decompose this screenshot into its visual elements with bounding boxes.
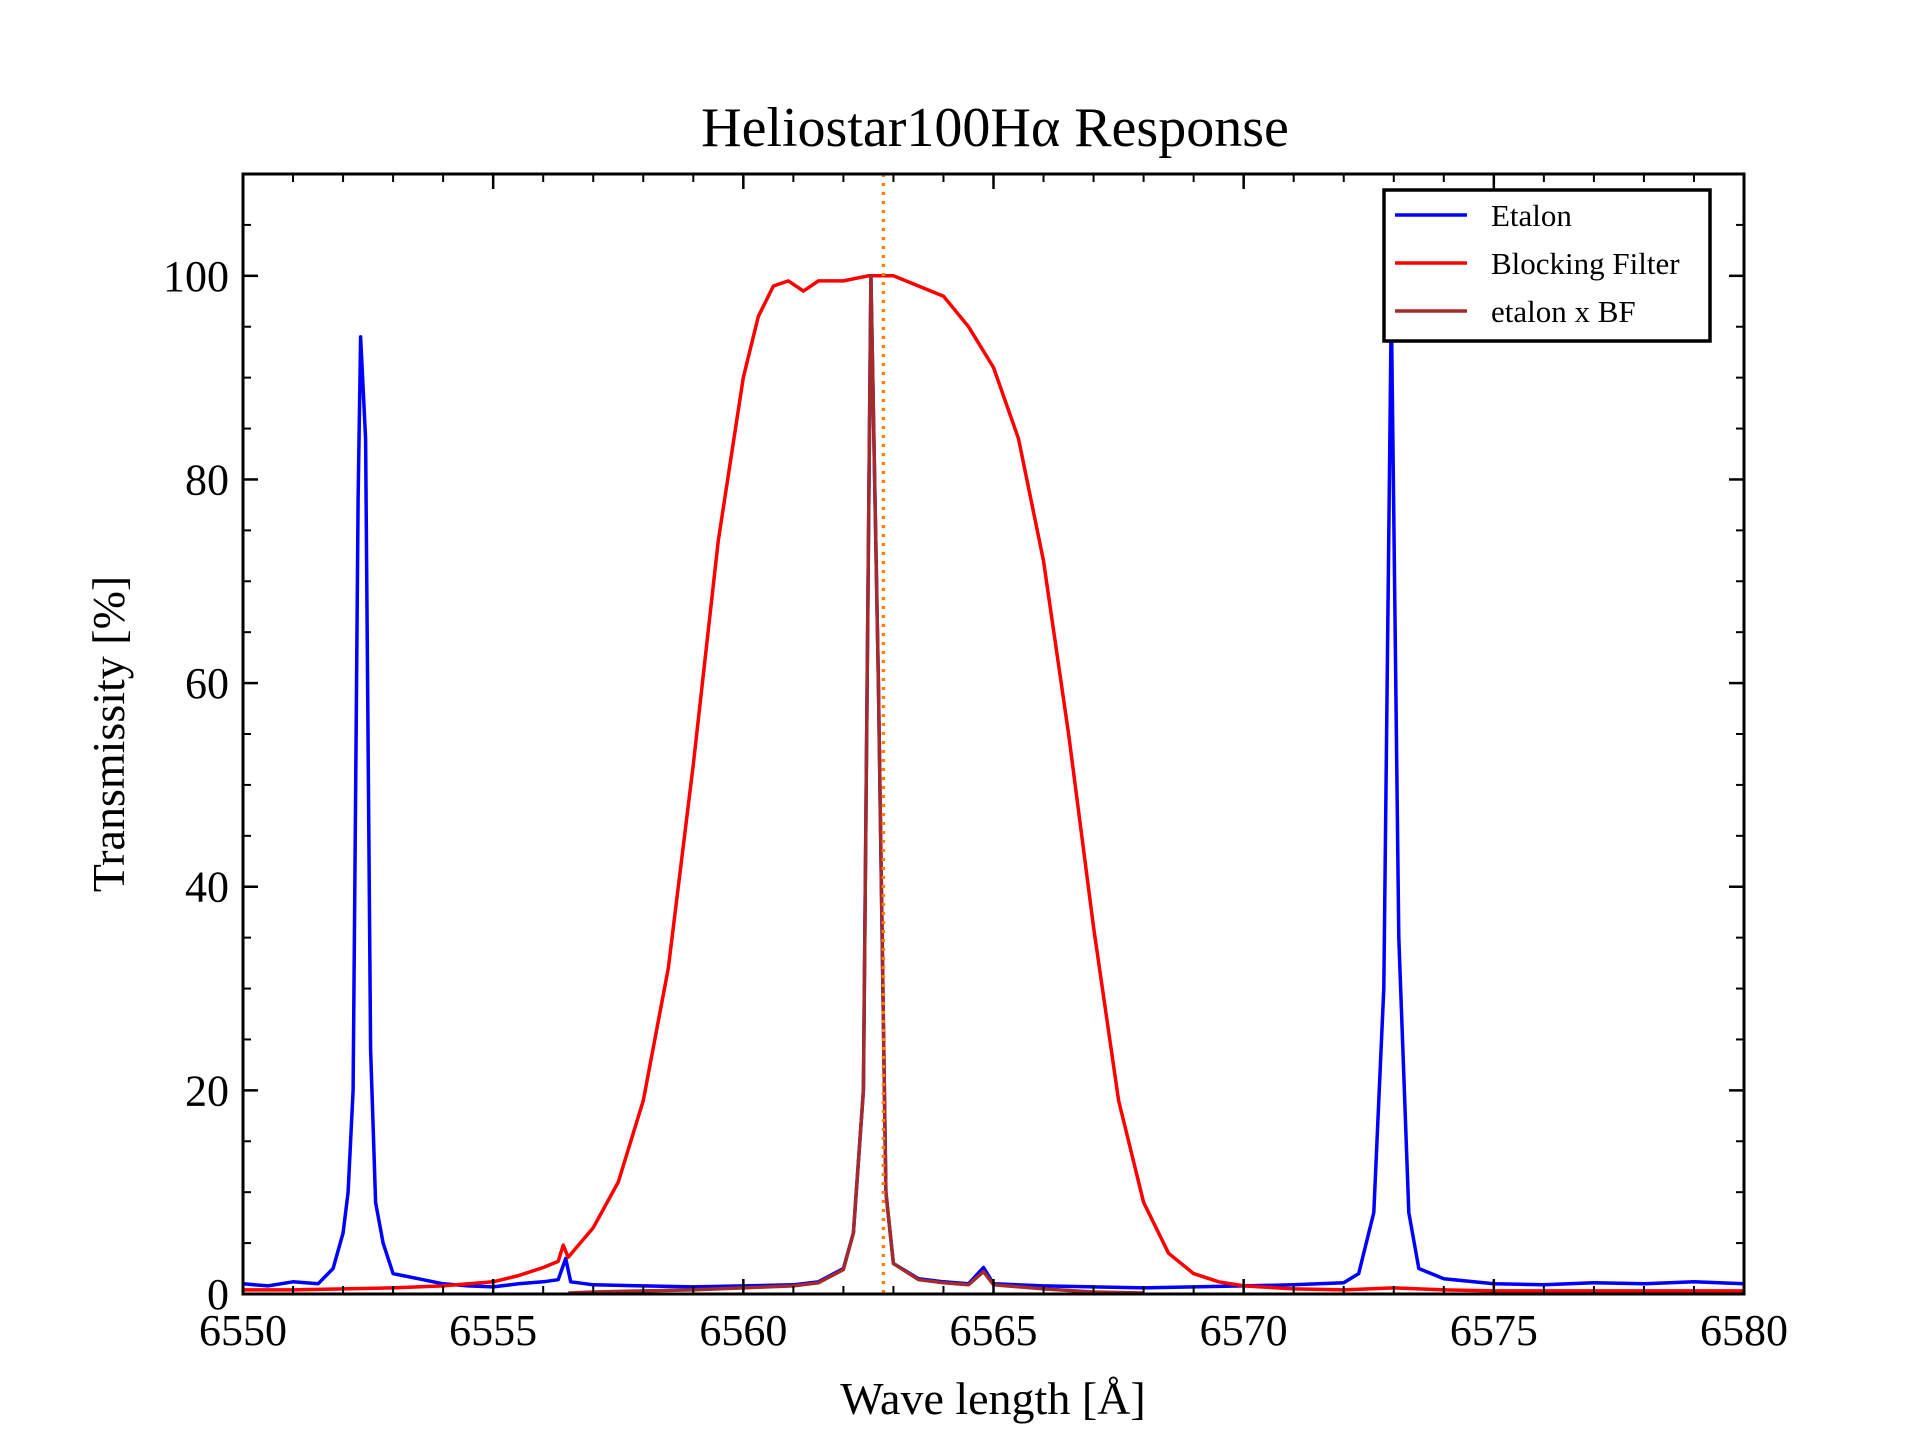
x-tick-label: 6580 (1700, 1306, 1788, 1355)
x-tick-label: 6560 (699, 1306, 787, 1355)
series-layer (243, 274, 1744, 1294)
chart-title: Heliostar100Hα Response (701, 97, 1289, 159)
x-axis-label: Wave length [Å] (840, 1373, 1145, 1424)
series-line-blocking-filter (243, 274, 1744, 1293)
series-line-etalon-x-bf (568, 274, 1144, 1294)
y-axis-label: Transmissity [%] (83, 576, 134, 893)
legend-label-blocking-filter: Blocking Filter (1491, 246, 1680, 281)
x-tick-label: 6565 (950, 1306, 1038, 1355)
y-tick-label: 20 (185, 1066, 229, 1115)
x-tick-label: 6575 (1450, 1306, 1538, 1355)
plot-frame (241, 172, 1746, 1296)
y-tick-label: 100 (163, 252, 229, 301)
x-tick-label: 6555 (449, 1306, 537, 1355)
legend: Etalon Blocking Filter etalon x BF (1382, 188, 1712, 343)
y-tick-label: 60 (185, 659, 229, 708)
y-tick-label: 40 (185, 863, 229, 912)
y-tick-label: 0 (207, 1270, 229, 1319)
y-tick-labels: 0 20 40 60 80 100 (163, 252, 229, 1319)
legend-label-etalon: Etalon (1491, 198, 1572, 233)
x-tick-labels: 6550 6555 6560 6565 6570 6575 6580 (199, 1306, 1788, 1355)
legend-label-etalon-x-bf: etalon x BF (1491, 294, 1636, 329)
plot-area (241, 172, 1746, 1296)
x-tick-label: 6570 (1200, 1306, 1288, 1355)
x-tick-label: 6550 (199, 1306, 287, 1355)
y-tick-label: 80 (185, 455, 229, 504)
